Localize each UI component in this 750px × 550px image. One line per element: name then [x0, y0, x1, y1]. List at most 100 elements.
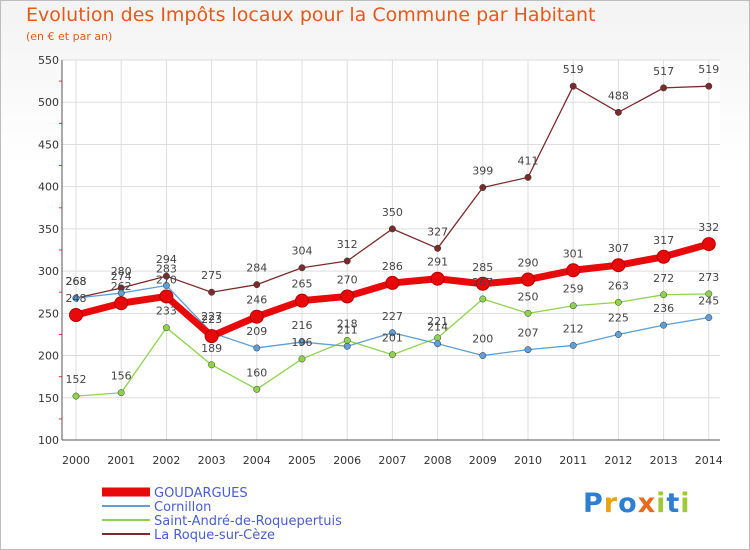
data-point — [343, 336, 351, 344]
data-point — [614, 108, 622, 116]
y-tick-label: 300 — [38, 265, 59, 278]
data-label: 290 — [518, 257, 539, 270]
data-label: 227 — [201, 310, 222, 323]
data-label: 223 — [201, 313, 222, 326]
logo-letter: t — [666, 488, 681, 519]
data-point — [162, 324, 170, 332]
data-label: 332 — [698, 221, 719, 234]
data-label: 189 — [201, 342, 222, 355]
x-tick-label: 2000 — [62, 454, 90, 467]
data-label: 350 — [382, 206, 403, 219]
data-point — [524, 309, 532, 317]
data-label: 517 — [653, 65, 674, 78]
data-point — [434, 244, 442, 252]
y-tick-label: 450 — [38, 138, 59, 151]
data-point — [114, 296, 129, 311]
data-point — [208, 361, 216, 369]
x-tick-label: 2002 — [152, 454, 180, 467]
data-label: 216 — [292, 319, 313, 332]
data-label: 274 — [111, 270, 132, 283]
data-label: 294 — [156, 253, 177, 266]
x-tick-label: 2007 — [378, 454, 406, 467]
data-label: 270 — [156, 273, 177, 286]
data-point — [249, 309, 264, 324]
data-label: 265 — [292, 278, 313, 291]
data-label: 156 — [111, 370, 132, 383]
data-point — [660, 291, 668, 299]
y-tick-label: 500 — [38, 96, 59, 109]
data-label: 411 — [518, 154, 539, 167]
data-label: 273 — [698, 271, 719, 284]
data-point — [162, 282, 170, 289]
x-tick-label: 2003 — [198, 454, 226, 467]
data-label: 280 — [111, 265, 132, 278]
data-point — [614, 330, 622, 338]
legend-label: Saint-André-de-Roquepertuis — [154, 514, 342, 529]
data-label: 248 — [66, 292, 87, 305]
data-point — [72, 294, 80, 302]
data-label: 227 — [382, 310, 403, 323]
data-label: 262 — [111, 280, 132, 293]
data-label: 519 — [698, 63, 719, 76]
y-tick-label: 200 — [38, 350, 59, 363]
chart-title: Evolution des Impôts locaux pour la Comm… — [26, 4, 596, 26]
data-point — [204, 329, 219, 344]
data-label: 263 — [608, 279, 629, 292]
data-label: 196 — [292, 336, 313, 349]
data-point — [614, 298, 622, 306]
data-point — [569, 302, 577, 310]
data-point — [343, 257, 351, 265]
x-tick-label: 2012 — [604, 454, 632, 467]
logo-letter: i — [656, 488, 667, 519]
x-tick-label: 2014 — [695, 454, 723, 467]
data-point — [611, 258, 626, 273]
data-label: 275 — [201, 269, 222, 282]
data-point — [388, 329, 396, 337]
data-point — [253, 344, 261, 352]
data-point — [434, 340, 442, 348]
data-point — [298, 338, 306, 346]
x-tick-label: 2011 — [559, 454, 587, 467]
data-label: 214 — [427, 321, 448, 334]
y-tick-label: 100 — [38, 434, 59, 447]
legend-label: Cornillon — [154, 500, 211, 515]
data-point — [388, 351, 396, 359]
data-point — [295, 293, 309, 308]
data-label: 268 — [66, 275, 87, 288]
data-point — [388, 225, 396, 233]
logo-letter: o — [618, 488, 638, 519]
data-label: 284 — [246, 262, 267, 275]
x-tick-label: 2001 — [107, 454, 135, 467]
data-label: 246 — [246, 294, 267, 307]
data-label: 291 — [427, 256, 448, 269]
data-point — [162, 272, 170, 280]
data-point — [701, 237, 716, 252]
data-label: 245 — [698, 295, 719, 308]
data-label: 218 — [337, 317, 358, 330]
data-label: 519 — [563, 63, 584, 76]
data-point — [524, 173, 532, 181]
data-label: 267 — [472, 276, 493, 289]
data-point — [298, 355, 306, 363]
plot-area — [62, 60, 720, 440]
data-label: 312 — [337, 238, 358, 251]
x-tick-label: 2009 — [469, 454, 497, 467]
data-point — [660, 84, 668, 92]
data-label: 211 — [337, 323, 358, 336]
data-label: 283 — [156, 262, 177, 275]
data-label: 317 — [653, 234, 674, 247]
data-point — [479, 352, 487, 360]
data-point — [340, 289, 355, 304]
data-point — [208, 288, 216, 296]
data-point — [524, 346, 532, 354]
y-tick-label: 400 — [38, 181, 59, 194]
data-point — [475, 276, 490, 291]
data-label: 233 — [156, 305, 177, 318]
data-label: 152 — [66, 373, 87, 386]
data-label: 327 — [427, 225, 448, 238]
legend-label: La Roque-sur-Cèze — [154, 528, 275, 543]
legend-label: GOUDARGUES — [154, 486, 248, 501]
data-label: 209 — [246, 325, 267, 338]
data-point — [298, 264, 306, 272]
